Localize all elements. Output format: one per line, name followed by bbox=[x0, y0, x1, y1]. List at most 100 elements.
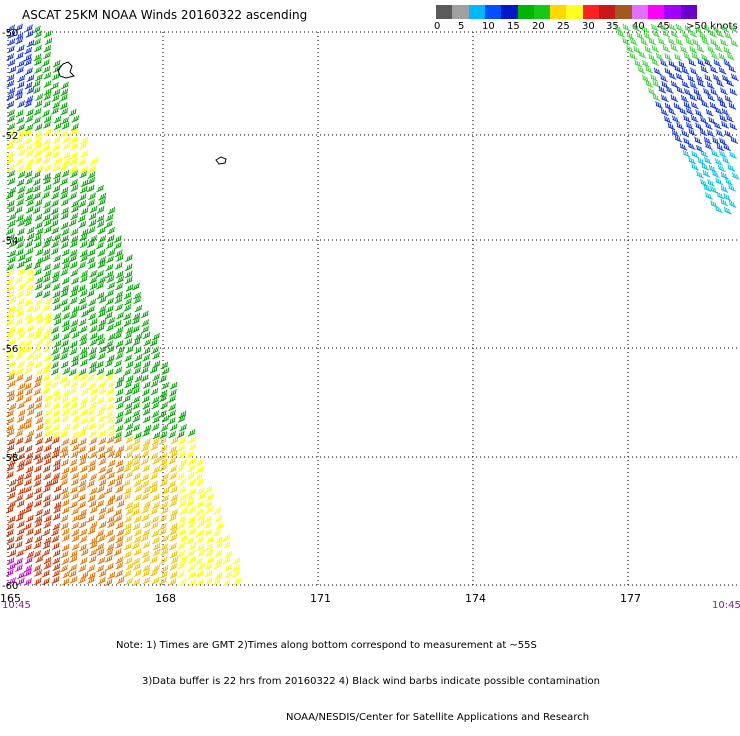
wind-barb bbox=[141, 325, 149, 334]
wind-barb bbox=[70, 319, 79, 327]
wind-barb bbox=[43, 218, 52, 227]
wind-barb bbox=[151, 493, 160, 502]
wind-barb bbox=[718, 66, 727, 75]
wind-barb bbox=[87, 576, 95, 584]
wind-barb bbox=[26, 352, 35, 360]
wind-barb bbox=[71, 331, 80, 339]
wind-barb bbox=[142, 576, 151, 585]
wind-barb bbox=[71, 305, 80, 314]
wind-barb bbox=[688, 128, 697, 136]
wind-barb bbox=[159, 458, 168, 466]
wind-barb bbox=[123, 528, 132, 537]
wind-barb bbox=[149, 365, 158, 374]
wind-barb bbox=[134, 304, 143, 313]
wind-barb bbox=[42, 499, 51, 508]
scale-label: 20 bbox=[532, 21, 545, 32]
wind-barb bbox=[142, 555, 150, 564]
wind-barb bbox=[87, 564, 95, 573]
wind-barb bbox=[50, 207, 59, 215]
wind-barb bbox=[96, 408, 105, 417]
wind-barb bbox=[87, 261, 96, 270]
wind-barb bbox=[685, 107, 694, 115]
wind-barb bbox=[626, 31, 635, 40]
wind-barb bbox=[78, 520, 87, 529]
wind-barb bbox=[43, 452, 52, 460]
wind-barb bbox=[169, 522, 178, 531]
wind-barb bbox=[17, 382, 26, 391]
wind-barb bbox=[71, 354, 79, 363]
wind-barb bbox=[232, 556, 241, 565]
wind-barb bbox=[35, 276, 44, 285]
wind-barb bbox=[88, 459, 96, 468]
wind-barb bbox=[132, 458, 141, 466]
wind-barb bbox=[713, 59, 722, 67]
wind-barb bbox=[105, 241, 114, 249]
wind-barb bbox=[224, 570, 233, 579]
wind-barb bbox=[43, 263, 51, 272]
wind-barb bbox=[116, 445, 125, 453]
wind-barb bbox=[16, 260, 25, 269]
wind-barb bbox=[26, 359, 35, 368]
wind-barb bbox=[6, 331, 14, 339]
wind-barb bbox=[16, 178, 25, 187]
wind-barb bbox=[60, 268, 68, 277]
wind-barb bbox=[70, 450, 79, 459]
wind-barb bbox=[151, 346, 159, 354]
wind-barb bbox=[123, 394, 131, 403]
wind-barb bbox=[26, 283, 34, 291]
wind-barb bbox=[6, 277, 15, 285]
wind-barb bbox=[69, 296, 78, 305]
wind-barb bbox=[17, 571, 25, 580]
wind-barb bbox=[25, 115, 34, 123]
wind-barb bbox=[114, 296, 123, 304]
wind-barb bbox=[69, 458, 78, 467]
wind-barb bbox=[729, 88, 738, 96]
wind-barb bbox=[43, 401, 51, 409]
wind-barb bbox=[125, 435, 134, 444]
wind-barb bbox=[170, 493, 179, 502]
wind-barb bbox=[8, 186, 17, 195]
wind-barb bbox=[15, 352, 24, 360]
wind-barb bbox=[6, 373, 15, 382]
wind-barb bbox=[689, 81, 698, 90]
wind-barb bbox=[710, 38, 719, 47]
wind-barb bbox=[132, 325, 140, 333]
wind-barb bbox=[115, 254, 124, 262]
wind-barb bbox=[674, 65, 683, 73]
wind-barb bbox=[107, 478, 116, 487]
wind-barb bbox=[43, 312, 52, 321]
wind-barb bbox=[42, 508, 51, 517]
wind-barb bbox=[186, 536, 194, 545]
wind-barb bbox=[44, 422, 52, 431]
wind-barb bbox=[124, 402, 133, 410]
wind-barb bbox=[25, 316, 34, 325]
wind-barb bbox=[679, 143, 688, 151]
wind-barb bbox=[664, 53, 673, 61]
wind-barb bbox=[96, 485, 105, 493]
wind-barb bbox=[79, 249, 88, 258]
wind-barb bbox=[25, 247, 34, 255]
wind-barb bbox=[107, 571, 116, 580]
wind-barb bbox=[62, 304, 70, 312]
wind-barb bbox=[14, 541, 23, 549]
wind-barb bbox=[78, 458, 87, 466]
wind-barb bbox=[97, 226, 106, 235]
wind-barb bbox=[62, 151, 71, 160]
wind-barb bbox=[14, 136, 23, 144]
wind-barb bbox=[704, 58, 712, 67]
wind-barb bbox=[105, 263, 114, 272]
wind-barb bbox=[34, 123, 43, 131]
wind-barb bbox=[8, 485, 17, 493]
wind-barb bbox=[71, 514, 80, 523]
wind-barb bbox=[61, 319, 70, 328]
wind-barb bbox=[204, 528, 212, 536]
wind-barb bbox=[169, 542, 177, 551]
scale-swatch bbox=[550, 5, 567, 19]
wind-barb bbox=[115, 303, 123, 312]
wind-barb bbox=[179, 534, 188, 543]
wind-barb bbox=[124, 297, 132, 306]
wind-barb bbox=[14, 317, 23, 326]
wind-barb bbox=[52, 270, 60, 279]
wind-barb bbox=[716, 79, 725, 87]
latitude-label: -58 bbox=[2, 453, 18, 464]
